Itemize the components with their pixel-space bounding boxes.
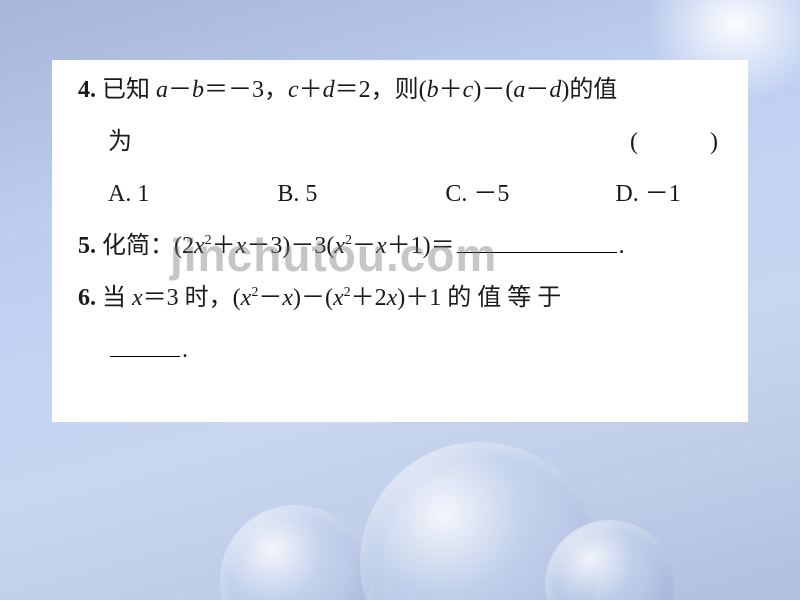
const-3: 3 — [270, 233, 282, 259]
val-2: 2 — [359, 77, 371, 103]
var-a: a — [513, 77, 525, 103]
var-d: d — [323, 77, 335, 103]
val-neg3: －3 — [228, 77, 264, 103]
var-x: x — [236, 233, 247, 259]
choice-d[interactable]: D. －1 — [615, 182, 680, 206]
var-c: c — [288, 77, 299, 103]
q4-line2: 为 ( ) — [78, 130, 722, 154]
coef-2: 2 — [375, 285, 387, 311]
var-x: x — [282, 285, 293, 311]
op-plus: ＋ — [405, 285, 429, 311]
text-then: 则 — [395, 77, 419, 103]
op-eq: ＝ — [143, 285, 167, 311]
op-eq: ＝ — [335, 77, 359, 103]
paren-close: ) — [293, 285, 301, 311]
op-plus: ＋ — [439, 77, 463, 103]
paren-open: ( — [233, 285, 241, 311]
var-x: x — [194, 233, 205, 259]
text-value-equals: 的 值 等 于 — [441, 285, 561, 311]
comma: ， — [371, 77, 395, 103]
op-plus: ＋ — [299, 77, 323, 103]
paren-open: ( — [419, 77, 427, 103]
q6-line2: . — [78, 338, 722, 362]
const-1: 1 — [411, 233, 423, 259]
op-plus: ＋ — [387, 233, 411, 259]
choice-d-label: D. — [615, 181, 638, 207]
choice-a[interactable]: A. 1 — [108, 182, 149, 206]
var-x: x — [333, 285, 344, 311]
exp-2: 2 — [344, 285, 351, 300]
exp-2: 2 — [205, 233, 212, 248]
q4-line1: 4. 已知 a－b＝－3，c＋d＝2，则(b＋c)－(a－d)的值 — [78, 78, 722, 102]
exp-2: 2 — [345, 233, 352, 248]
q6-number: 6. — [78, 285, 96, 311]
coef-2: 2 — [182, 233, 194, 259]
period: . — [182, 337, 188, 363]
op-eq: ＝ — [204, 77, 228, 103]
choice-c[interactable]: C. －5 — [445, 182, 509, 206]
choice-c-value: －5 — [473, 181, 509, 207]
answer-blank[interactable] — [110, 340, 180, 357]
q4-prefix: 已知 — [102, 77, 156, 103]
paren-open: ( — [325, 285, 333, 311]
paren-open: ( — [174, 233, 182, 259]
choice-b-label: B. — [277, 181, 299, 207]
comma: ， — [264, 77, 288, 103]
op-eq: ＝ — [431, 233, 455, 259]
choice-c-label: C. — [445, 181, 467, 207]
var-x: x — [387, 285, 398, 311]
op-plus: ＋ — [351, 285, 375, 311]
var-x: x — [132, 285, 143, 311]
text-tail: 的值 — [569, 77, 617, 103]
op-minus: － — [290, 233, 314, 259]
var-d: d — [549, 77, 561, 103]
text-wei: 为 — [78, 130, 132, 154]
paren-close: ) — [423, 233, 431, 259]
q4-choices: A. 1 B. 5 C. －5 D. －1 — [78, 182, 722, 206]
op-minus: － — [525, 77, 549, 103]
var-a: a — [156, 77, 168, 103]
var-x: x — [376, 233, 387, 259]
q6-prefix: 当 — [102, 285, 132, 311]
q5-line: 5. 化简：(2x2＋x－3)－3(x2－x＋1)＝. — [78, 234, 722, 258]
op-minus: － — [301, 285, 325, 311]
choice-a-label: A. — [108, 181, 131, 207]
var-x: x — [241, 285, 252, 311]
text-when: 时， — [179, 285, 233, 311]
val-3: 3 — [167, 285, 179, 311]
op-minus: － — [246, 233, 270, 259]
op-minus: － — [352, 233, 376, 259]
choice-b-value: 5 — [305, 181, 317, 207]
answer-parentheses: ( ) — [630, 130, 722, 154]
var-b: b — [192, 77, 204, 103]
answer-blank[interactable] — [457, 236, 617, 253]
const-1: 1 — [429, 285, 441, 311]
choice-a-value: 1 — [137, 181, 149, 207]
choice-d-value: －1 — [645, 181, 681, 207]
var-c: c — [463, 77, 474, 103]
content-card: 4. 已知 a－b＝－3，c＋d＝2，则(b＋c)－(a－d)的值 为 ( ) … — [52, 60, 748, 422]
op-minus: － — [258, 285, 282, 311]
var-b: b — [427, 77, 439, 103]
q4-number: 4. — [78, 77, 96, 103]
period: . — [619, 233, 625, 259]
q6-line1: 6. 当 x＝3 时，(x2－x)－(x2＋2x)＋1 的 值 等 于 — [78, 286, 722, 310]
q5-number: 5. — [78, 233, 96, 259]
coef-3: 3 — [314, 233, 326, 259]
op-minus: － — [481, 77, 505, 103]
q5-prefix: 化简： — [102, 233, 174, 259]
op-minus: － — [168, 77, 192, 103]
var-x: x — [334, 233, 345, 259]
op-plus: ＋ — [212, 233, 236, 259]
choice-b[interactable]: B. 5 — [277, 182, 317, 206]
